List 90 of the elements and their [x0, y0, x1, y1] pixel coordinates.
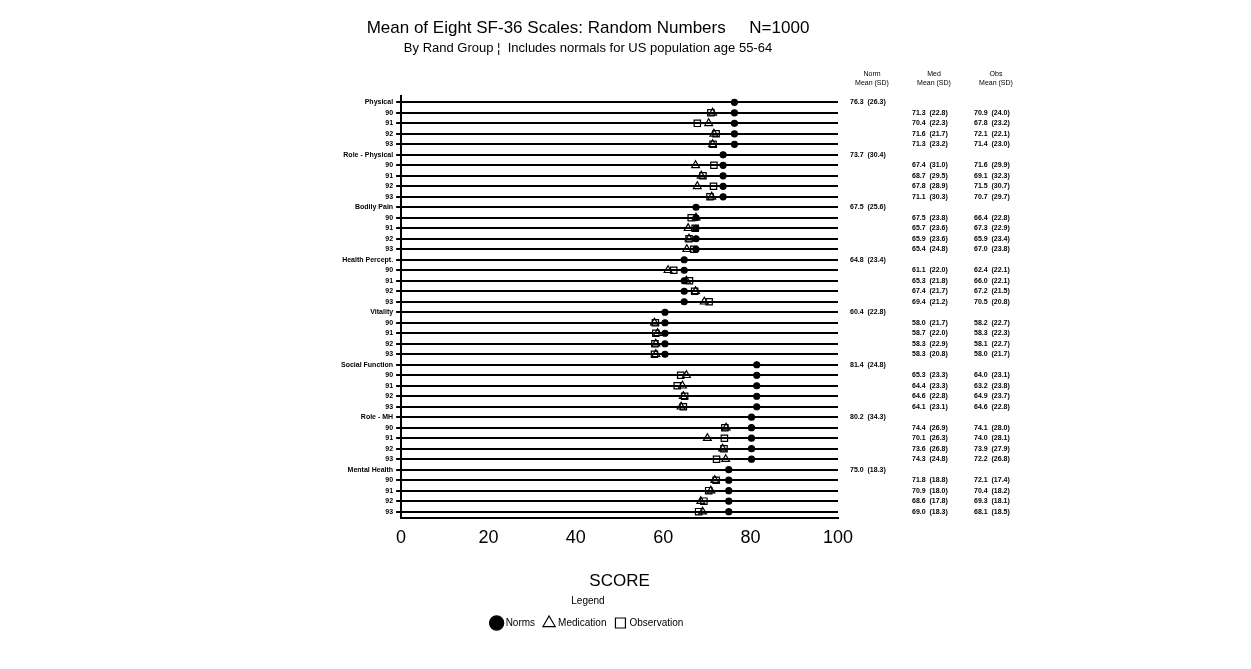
point [747, 424, 756, 432]
point [753, 392, 761, 400]
x-tick-label: 80 [740, 526, 761, 547]
point [692, 235, 700, 243]
point [720, 434, 729, 442]
point [661, 350, 669, 358]
point [719, 182, 727, 190]
point [652, 329, 660, 338]
point [709, 182, 718, 191]
point [705, 297, 713, 306]
point [725, 466, 733, 474]
point [730, 98, 739, 106]
point [661, 308, 669, 316]
point [663, 265, 673, 274]
legend-label: Observation [629, 616, 684, 628]
point [685, 276, 694, 285]
point [692, 203, 700, 211]
point [706, 192, 714, 201]
point [719, 193, 727, 201]
point [680, 256, 688, 264]
point [725, 476, 733, 484]
point [730, 119, 739, 127]
point [680, 287, 688, 295]
point [710, 161, 718, 170]
point [704, 486, 713, 495]
point [707, 191, 717, 200]
point [709, 128, 719, 137]
x-tick-label: 20 [478, 526, 499, 547]
point [725, 497, 733, 505]
point [712, 455, 721, 463]
point [693, 119, 702, 128]
point [730, 109, 739, 117]
legend-label: Norms [505, 616, 536, 628]
point [753, 371, 761, 379]
point [661, 329, 669, 337]
point [692, 181, 702, 190]
point [677, 380, 687, 389]
point [747, 434, 756, 442]
point [753, 403, 761, 411]
point [661, 340, 669, 348]
point [747, 455, 756, 463]
x-tick-label: 40 [565, 526, 586, 547]
point [679, 402, 688, 411]
chart-subtitle: By Rand Group ¦ Includes normals for US population age 55-64 [403, 39, 773, 55]
point [691, 160, 701, 169]
point [680, 277, 688, 285]
point [747, 413, 756, 421]
point [706, 485, 716, 494]
point [669, 266, 678, 275]
point [699, 296, 709, 305]
point [753, 361, 761, 369]
point [676, 371, 685, 380]
point [730, 130, 739, 138]
point [680, 298, 688, 306]
point [653, 328, 663, 337]
point [699, 172, 707, 180]
point [730, 140, 739, 148]
point [704, 118, 714, 127]
point [680, 266, 688, 274]
point [683, 223, 693, 232]
point [681, 370, 691, 379]
point [725, 487, 733, 495]
point [696, 170, 706, 179]
point [702, 433, 712, 442]
point [673, 381, 682, 390]
point [721, 454, 731, 463]
x-tick-label: 100 [822, 526, 854, 547]
point [719, 172, 727, 180]
point [753, 382, 761, 390]
point [682, 244, 692, 253]
point [708, 107, 718, 116]
legend-label: Medication [558, 616, 607, 628]
point [719, 151, 727, 159]
x-tick-label: 60 [653, 526, 674, 547]
point [661, 319, 669, 327]
chart-title: Mean of Eight SF-36 Scales: Random Numbers N=1000 [366, 17, 810, 37]
x-axis-title: SCORE [589, 571, 650, 591]
point [676, 401, 686, 410]
point [696, 496, 706, 505]
point [725, 508, 733, 516]
point [700, 497, 708, 505]
legend-title: Legend [571, 594, 605, 606]
point [698, 506, 708, 515]
point [719, 161, 727, 169]
point [747, 445, 756, 453]
point [687, 213, 695, 222]
point [712, 130, 720, 138]
x-tick-label: 0 [396, 526, 407, 547]
point [694, 507, 703, 516]
point [707, 109, 715, 117]
